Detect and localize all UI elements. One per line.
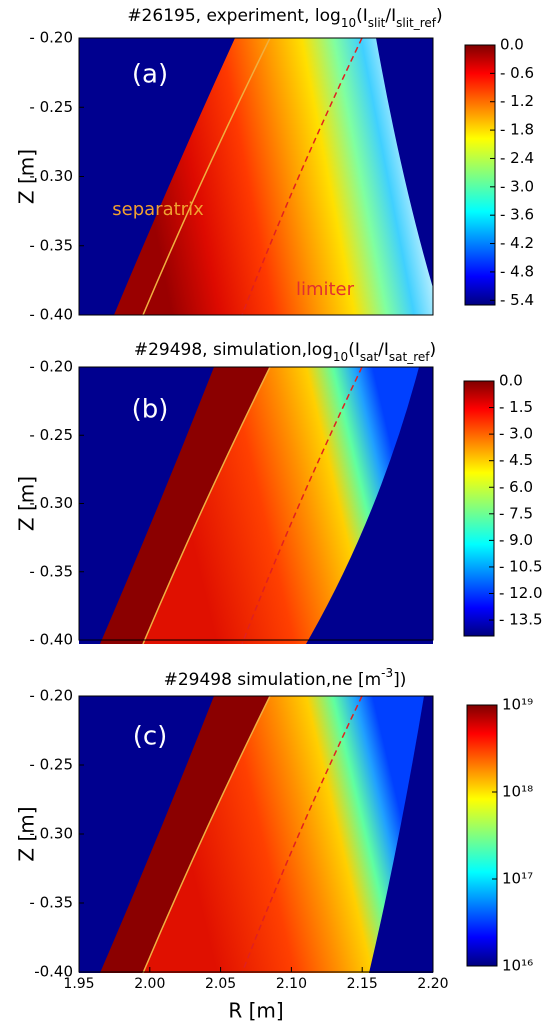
annotation: (b) <box>132 395 169 425</box>
colorbar-tick-label: - 12.0 <box>499 584 543 602</box>
annotation: separatrix <box>112 199 204 220</box>
y-tick-label: - 0.25 <box>29 426 73 444</box>
y-tick-label: -0.40 <box>34 963 73 981</box>
x-tick-label: 2.05 <box>205 976 236 992</box>
chart-title: #29498, simulation,log10(Isat/Isat_ref) <box>134 340 436 364</box>
y-tick-label: - 0.35 <box>29 562 73 580</box>
x-tick-label: 2.00 <box>134 976 165 992</box>
y-tick-label: - 0.35 <box>29 894 73 912</box>
colorbar-tick-label: - 4.5 <box>499 451 533 469</box>
colorbar-tick-label: 10¹⁹ <box>502 696 533 714</box>
colorbar-tick-label: - 10.5 <box>499 557 543 575</box>
y-tick-label: - 0.40 <box>29 306 73 324</box>
title-part: #29498, simulation,log <box>134 340 333 360</box>
colorbar-tick-label: - 3.0 <box>500 177 534 195</box>
colorbar-tick-label: - 9.0 <box>499 531 533 549</box>
colorbar-tick-label: - 1.5 <box>499 398 533 416</box>
colorbar-tick-label: 10¹⁷ <box>502 870 533 888</box>
y-axis-label: Z [m] <box>15 806 39 861</box>
y-axis-label: Z [m] <box>15 149 39 204</box>
y-tick-label: - 0.20 <box>29 29 73 47</box>
heatmap-c <box>79 696 433 973</box>
colorbar-tick-label: - 5.4 <box>500 291 534 309</box>
x-tick-label: 1.95 <box>63 976 94 992</box>
x-tick-label: 2.20 <box>417 976 448 992</box>
y-tick-label: - 0.30 <box>29 494 73 512</box>
annotation: (c) <box>133 722 168 752</box>
title-part: sat_ref <box>389 350 430 364</box>
title-part: #29498 simulation,ne [m <box>164 670 382 690</box>
title-part: sat <box>360 350 379 364</box>
title-part: -3 <box>381 666 393 680</box>
colorbar-tick-label: - 6.0 <box>499 478 533 496</box>
annotation: (a) <box>132 60 168 90</box>
colorbar-tick-label: - 4.8 <box>500 262 534 280</box>
title-part: ) <box>436 6 443 26</box>
annotation: limiter <box>296 279 355 300</box>
chart-title: #26195, experiment, log10(Islit/Islit_re… <box>127 6 442 30</box>
colorbar <box>466 704 498 967</box>
colorbar-tick-label: - 0.6 <box>500 64 534 82</box>
y-tick-label: - 0.30 <box>29 825 73 843</box>
title-part: ) <box>430 340 437 360</box>
y-tick-label: - 0.35 <box>29 236 73 254</box>
colorbar-tick-label: - 2.4 <box>500 149 534 167</box>
heatmap-b <box>79 367 433 644</box>
colorbar <box>464 44 496 306</box>
title-part: /I <box>385 6 396 26</box>
colorbar-tick-label: - 3.6 <box>500 206 534 224</box>
y-tick-label: - 0.30 <box>29 167 73 185</box>
colorbar-tick-label: 10¹⁶ <box>502 957 533 975</box>
colorbar-tick-label: - 4.2 <box>500 234 534 252</box>
colorbar <box>463 380 495 637</box>
colorbar-tick-label: 0.0 <box>500 36 524 54</box>
colorbar-tick-label: - 13.5 <box>499 611 543 629</box>
y-tick-label: - 0.20 <box>29 687 73 705</box>
y-axis-label: Z [m] <box>15 476 39 531</box>
colorbar-tick-label: - 7.5 <box>499 504 533 522</box>
y-tick-label: - 0.25 <box>29 98 73 116</box>
y-tick-label: - 0.40 <box>29 631 73 649</box>
colorbar-tick-label: - 1.2 <box>500 92 534 110</box>
colorbar-tick-label: 10¹⁸ <box>502 783 533 801</box>
y-tick-label: - 0.25 <box>29 756 73 774</box>
x-tick-label: 2.15 <box>347 976 378 992</box>
title-part: (I <box>348 340 360 360</box>
y-tick-label: - 0.20 <box>29 358 73 376</box>
x-axis-label: R [m] <box>228 999 283 1023</box>
title-part: #26195, experiment, log <box>127 6 341 26</box>
title-part: slit <box>368 16 386 30</box>
title-part: (I <box>356 6 368 26</box>
heatmap-a <box>79 38 433 315</box>
title-part: 10 <box>333 350 348 364</box>
title-part: slit_ref <box>396 16 437 30</box>
colorbar-tick-label: 0.0 <box>499 372 523 390</box>
colorbar-tick-label: - 3.0 <box>499 425 533 443</box>
title-part: /I <box>378 340 389 360</box>
x-tick-label: 2.10 <box>276 976 307 992</box>
chart-title: #29498 simulation,ne [m-3]) <box>164 666 407 691</box>
title-part: 10 <box>341 16 356 30</box>
colorbar-tick-label: - 1.8 <box>500 121 534 139</box>
title-part: ]) <box>393 670 406 690</box>
